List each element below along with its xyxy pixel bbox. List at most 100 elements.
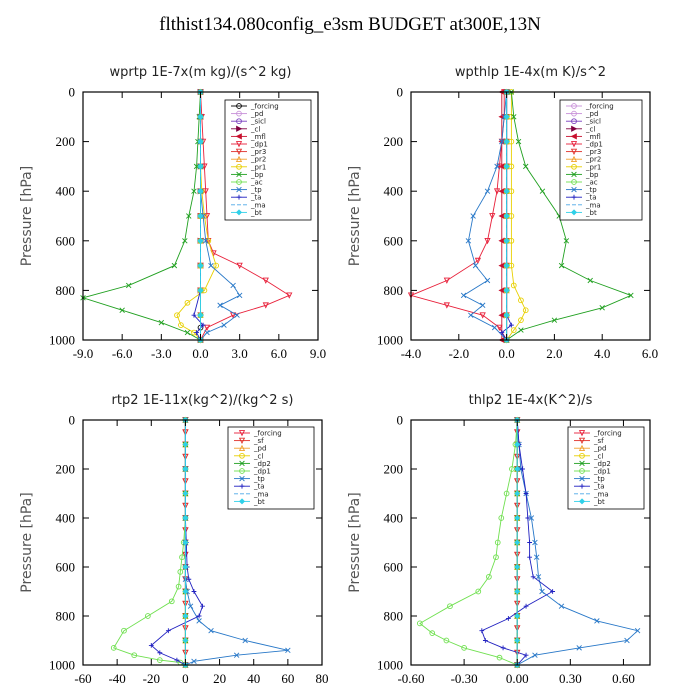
legend-marker — [238, 437, 246, 445]
legend-marker — [238, 430, 246, 437]
y-axis-label: Pressure [hPa] — [347, 166, 363, 266]
legend-label: _dp1 — [253, 468, 271, 476]
x-tick-label: 0.0 — [192, 346, 208, 361]
y-tick-label: 0 — [397, 85, 404, 100]
data-point — [558, 603, 565, 609]
legend-label: _ac — [250, 179, 263, 187]
legend-entry: _dp2 — [234, 460, 271, 468]
legend-entry: _cl — [574, 452, 603, 460]
data-point — [429, 630, 436, 637]
legend-entry: _cl — [566, 125, 595, 133]
legend-label: _ta — [253, 483, 265, 491]
data-point — [182, 490, 189, 497]
y-tick-label: 400 — [56, 184, 76, 199]
data-point — [533, 554, 540, 560]
data-point — [468, 312, 474, 318]
legend-marker — [579, 475, 585, 482]
legend-label: _dp1 — [585, 141, 603, 149]
y-tick-label: 0 — [397, 413, 404, 428]
data-point — [498, 515, 505, 521]
legend-label: _forcing — [253, 430, 282, 438]
legend-marker — [238, 444, 246, 452]
data-point — [624, 637, 630, 644]
legend-entry: _forcing — [234, 430, 282, 438]
legend-marker — [239, 475, 245, 482]
x-tick-label: 6.0 — [271, 346, 287, 361]
legend-marker — [236, 179, 242, 185]
legend-marker — [239, 483, 245, 489]
data-point — [213, 262, 220, 269]
x-tick-label: 9.0 — [310, 346, 326, 361]
data-point — [503, 138, 510, 145]
data-point — [498, 262, 505, 269]
x-tick-label: -4.0 — [401, 346, 422, 361]
plot-frame — [410, 91, 651, 341]
legend-entry: _pr1 — [566, 163, 601, 171]
legend-entry: _bt — [566, 209, 597, 217]
data-point — [523, 603, 529, 609]
legend-entry: _ta — [566, 194, 597, 202]
panel-1: wprtp 1E-7x(m kg)/(s^2 kg) Pressure [hPa]… — [19, 65, 326, 361]
legend-marker — [235, 133, 242, 140]
legend-marker — [236, 171, 242, 178]
series-line — [409, 92, 507, 341]
legend: _forcing_pd_sicl_cl_mfl_dp1_pr3_pr2_pr1_… — [224, 99, 312, 221]
data-point — [472, 262, 479, 269]
data-point — [514, 563, 521, 571]
legend-label: _bt — [593, 498, 605, 506]
legend-marker — [236, 186, 242, 193]
legend-marker — [235, 141, 243, 148]
legend-label: _ta — [593, 483, 605, 491]
x-tick-label: -0.30 — [451, 671, 478, 686]
data-point — [443, 302, 450, 309]
data-point — [285, 647, 291, 654]
legend-entry: _pd — [234, 445, 266, 453]
data-point — [178, 322, 184, 328]
legend-label: _tp — [253, 475, 265, 483]
x-tick-label: 0.0 — [498, 346, 514, 361]
legend-label: _pr2 — [250, 156, 266, 164]
legend-entry: _ma — [234, 490, 269, 498]
legend-marker — [238, 498, 246, 505]
data-point — [503, 262, 510, 269]
data-point — [514, 612, 521, 620]
data-point — [191, 589, 197, 594]
series-ta — [479, 417, 556, 668]
x-tick-label: 0.30 — [559, 671, 582, 686]
series-dp1 — [417, 417, 521, 668]
data-point — [563, 238, 570, 244]
legend-entry: _sicl — [566, 118, 601, 126]
legend-label: _sf — [593, 437, 604, 445]
legend-marker — [579, 483, 585, 489]
data-point — [527, 540, 533, 545]
data-point — [493, 188, 501, 195]
data-point — [200, 603, 205, 609]
legend-label: _tp — [585, 186, 597, 194]
x-tick-label: -60 — [74, 671, 91, 686]
x-tick-label: 2.0 — [546, 346, 562, 361]
data-point — [514, 637, 521, 644]
data-point — [494, 539, 501, 546]
data-point — [532, 539, 538, 546]
legend-label: _pd — [593, 445, 606, 453]
legend-label: _bp — [250, 171, 264, 179]
data-point — [262, 302, 269, 309]
data-point — [503, 237, 510, 244]
data-point — [197, 237, 204, 244]
series-dp1 — [407, 89, 510, 344]
data-point — [505, 616, 511, 621]
data-point — [628, 292, 634, 299]
panel-title: wpthlp 1E-4x(m K)/s^2 — [455, 65, 606, 80]
data-point — [197, 212, 204, 220]
legend-entry: _sf — [574, 437, 604, 445]
series-dp1 — [110, 417, 189, 668]
legend-label: _dp1 — [250, 141, 268, 149]
x-tick-label: 0 — [182, 671, 189, 686]
legend-marker — [571, 194, 577, 200]
legend-marker — [236, 118, 242, 125]
data-point — [197, 312, 204, 319]
y-tick-label: 600 — [384, 560, 404, 575]
series-line — [200, 91, 291, 341]
legend-entry: _pr3 — [566, 148, 601, 156]
data-point — [145, 613, 151, 619]
